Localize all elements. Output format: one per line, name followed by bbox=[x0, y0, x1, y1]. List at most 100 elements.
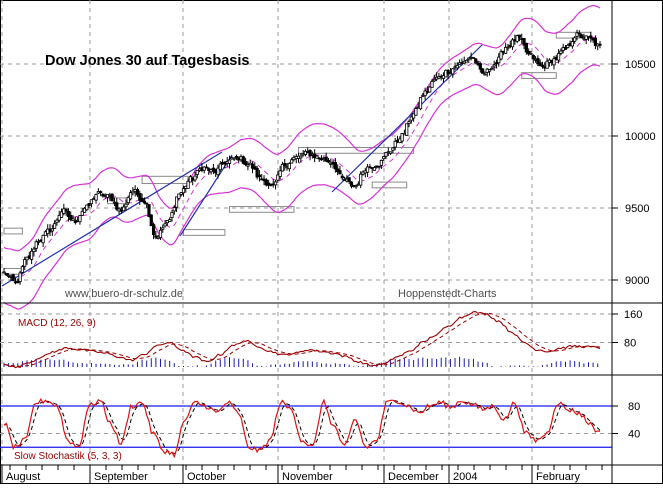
candle-body bbox=[559, 50, 563, 54]
candle-body bbox=[593, 37, 597, 46]
candle-body bbox=[492, 64, 496, 67]
candle-body bbox=[140, 197, 144, 202]
support-box bbox=[229, 206, 295, 213]
price-tick-label: 10000 bbox=[625, 131, 656, 143]
candle-body bbox=[110, 193, 114, 202]
month-label: February bbox=[536, 471, 581, 483]
candle-body bbox=[276, 174, 280, 181]
candle-body bbox=[147, 204, 151, 217]
candle-body bbox=[55, 219, 59, 223]
moving-average bbox=[3, 36, 601, 279]
candle-body bbox=[177, 193, 181, 199]
candle-body bbox=[244, 161, 248, 165]
candle-body bbox=[218, 163, 222, 171]
candle-body bbox=[195, 169, 199, 175]
macd-tick-label: 160 bbox=[624, 309, 642, 321]
trend-line bbox=[179, 154, 233, 237]
stoch-tick-label: 40 bbox=[628, 429, 640, 441]
candle-body bbox=[89, 199, 94, 205]
candle-body bbox=[11, 274, 15, 282]
candle-body bbox=[490, 67, 494, 70]
candle-body bbox=[359, 173, 363, 186]
candle-body bbox=[122, 206, 126, 212]
candle-body bbox=[391, 147, 395, 151]
candle-body bbox=[179, 192, 183, 195]
candle-body bbox=[128, 192, 133, 200]
candle-body bbox=[589, 35, 593, 39]
candle-body bbox=[432, 78, 436, 82]
candle-body bbox=[464, 60, 469, 63]
stochastic-label: Slow Stochastik (5, 3, 3) bbox=[14, 451, 122, 462]
candle-body bbox=[478, 63, 482, 70]
month-label: September bbox=[94, 471, 148, 483]
candle-body bbox=[299, 155, 303, 159]
candle-body bbox=[227, 159, 232, 164]
month-label: August bbox=[6, 471, 40, 483]
candle-body bbox=[250, 163, 255, 169]
candle-body bbox=[34, 241, 38, 249]
candle-body bbox=[278, 170, 282, 177]
candle-body bbox=[232, 157, 236, 160]
candle-body bbox=[2, 271, 6, 274]
candle-body bbox=[538, 62, 542, 67]
candle-body bbox=[290, 159, 294, 164]
candle-body bbox=[384, 152, 388, 157]
candle-body bbox=[20, 266, 25, 273]
macd-line bbox=[3, 311, 601, 369]
candle-body bbox=[170, 211, 174, 218]
candle-body bbox=[154, 235, 158, 238]
support-box bbox=[521, 72, 557, 79]
candle-body bbox=[64, 208, 68, 212]
candle-body bbox=[253, 166, 257, 170]
candle-body bbox=[174, 196, 179, 208]
candle-body bbox=[388, 151, 393, 154]
candle-body bbox=[145, 202, 149, 205]
candle-body bbox=[393, 140, 397, 148]
candle-body bbox=[545, 60, 549, 69]
candle-body bbox=[36, 240, 41, 243]
candle-body bbox=[124, 203, 128, 208]
candle-body bbox=[400, 133, 404, 142]
candle-body bbox=[308, 150, 312, 157]
macd-signal-line bbox=[3, 312, 601, 367]
month-label: 2004 bbox=[453, 471, 477, 483]
candle-body bbox=[467, 57, 471, 60]
candle-body bbox=[71, 218, 75, 222]
candle-body bbox=[135, 189, 140, 196]
support-box bbox=[298, 147, 415, 154]
candle-body bbox=[246, 164, 250, 167]
candle-body bbox=[287, 163, 291, 170]
candle-body bbox=[126, 196, 130, 204]
candle-body bbox=[377, 165, 381, 168]
candle-body bbox=[66, 210, 71, 217]
candle-body bbox=[349, 181, 354, 187]
candle-body bbox=[85, 204, 89, 211]
candle-body bbox=[202, 166, 206, 171]
candle-body bbox=[115, 202, 119, 210]
candle-body bbox=[414, 108, 418, 116]
candle-body bbox=[487, 69, 492, 72]
candle-body bbox=[483, 73, 487, 76]
month-label: December bbox=[388, 471, 439, 483]
candle-body bbox=[315, 155, 319, 159]
candle-body bbox=[365, 166, 370, 173]
candle-body bbox=[181, 188, 186, 194]
candle-body bbox=[87, 203, 91, 206]
candle-body bbox=[319, 158, 324, 161]
candle-body bbox=[340, 175, 344, 179]
candle-body bbox=[536, 58, 540, 65]
month-label: November bbox=[282, 471, 333, 483]
candle-body bbox=[168, 219, 172, 222]
price-tick-label: 9000 bbox=[625, 275, 649, 287]
candle-body bbox=[494, 62, 499, 65]
candle-body bbox=[149, 214, 153, 227]
candle-body bbox=[451, 68, 455, 75]
candle-body bbox=[577, 32, 581, 35]
candle-body bbox=[540, 64, 545, 67]
candle-body bbox=[481, 68, 485, 74]
candle-body bbox=[151, 224, 156, 236]
candle-body bbox=[30, 250, 34, 260]
candle-body bbox=[23, 259, 27, 267]
